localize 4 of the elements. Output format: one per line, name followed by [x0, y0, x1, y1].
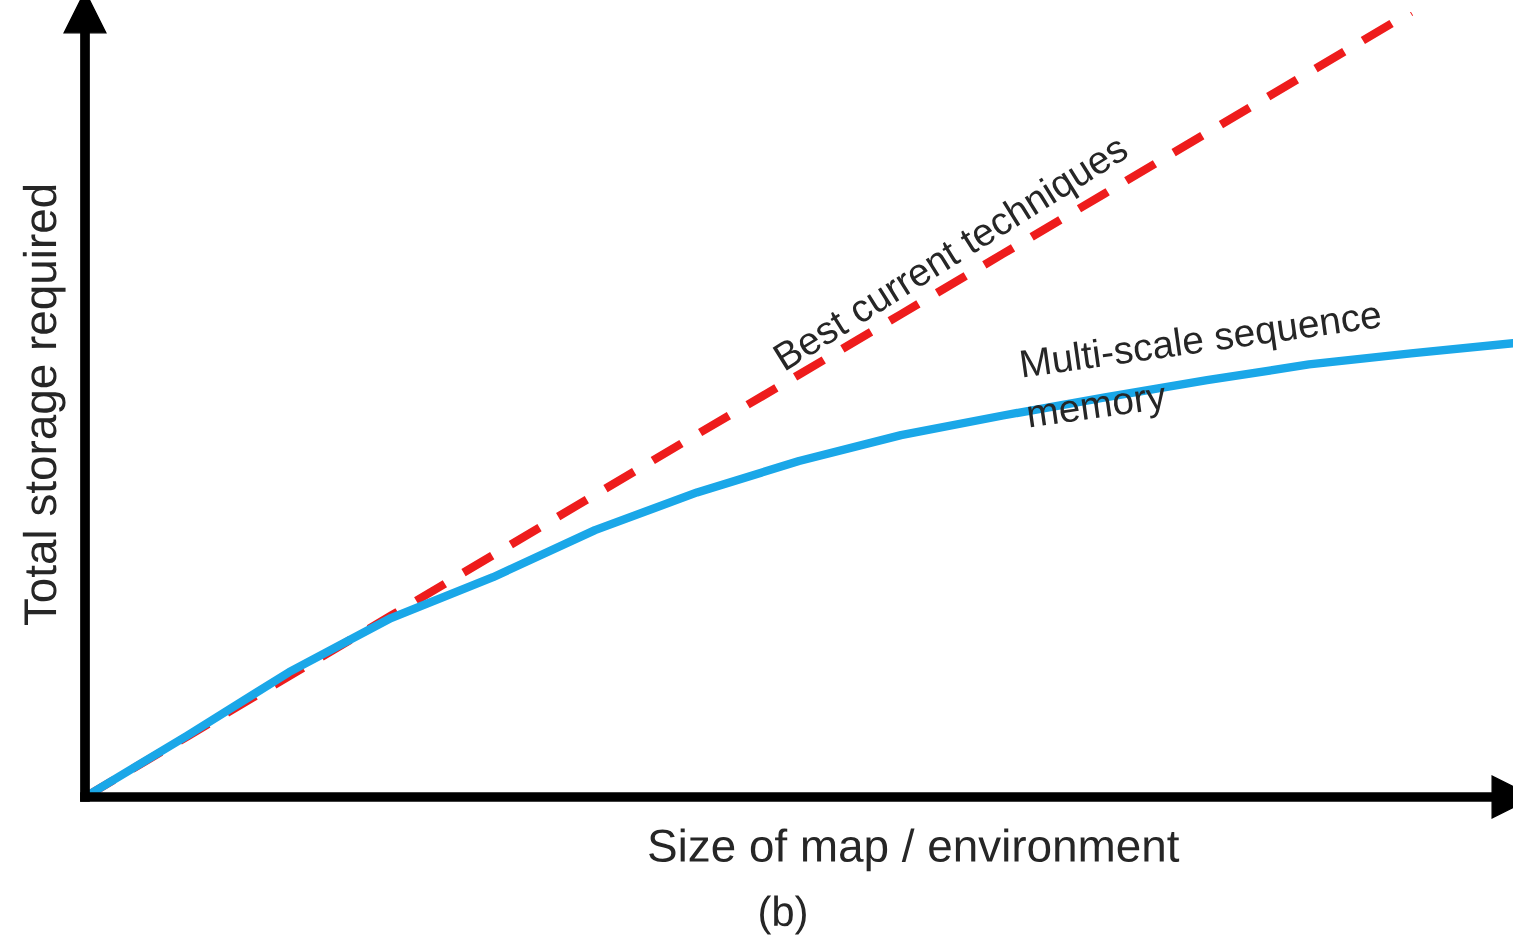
y-axis-title: Total storage required — [22, 185, 66, 626]
text: Multi-scale sequence memory — [1020, 299, 1383, 436]
text: (b) — [760, 895, 806, 935]
x-axis-title: Size of map / environment — [649, 828, 1180, 872]
